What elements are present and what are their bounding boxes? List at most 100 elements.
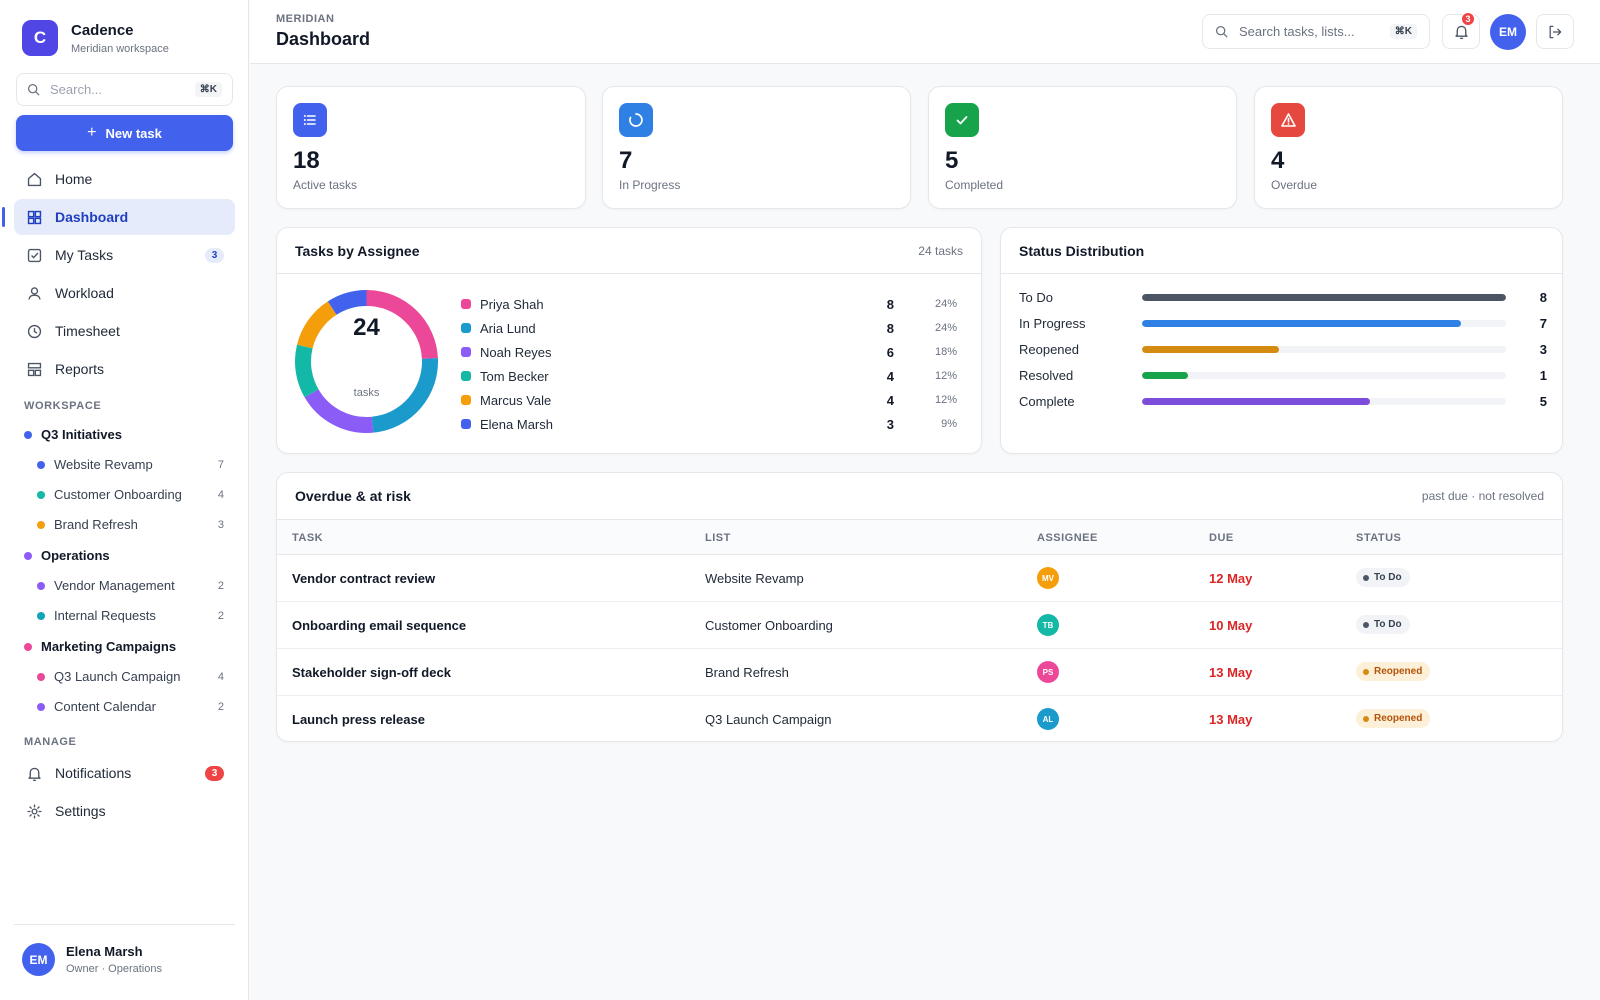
nav-item-dashboard[interactable]: Dashboard <box>2 199 235 235</box>
status-badge[interactable]: Reopened <box>1356 662 1431 681</box>
workspace-section-label: WORKSPACE <box>24 400 102 412</box>
workspace-group-q3-initiatives[interactable]: Q3 Initiatives <box>24 427 122 442</box>
status-badge[interactable]: To Do <box>1356 615 1410 634</box>
column-header-task[interactable]: TASK <box>292 532 324 544</box>
table-row[interactable]: Vendor contract review Website Revamp MV 12… <box>277 555 1562 602</box>
task-name[interactable]: Vendor contract review <box>292 571 436 586</box>
list-item-q3-launch-campaign[interactable]: Q3 Launch Campaign 4 <box>37 669 224 684</box>
legend-item[interactable]: Tom Becker 4 12% <box>461 366 957 386</box>
legend-item[interactable]: Aria Lund 8 24% <box>461 318 957 338</box>
status-bar-row: In Progress 7 <box>1019 313 1547 333</box>
nav-item-settings[interactable]: Settings <box>14 793 235 829</box>
list-item-internal-requests[interactable]: Internal Requests 2 <box>37 608 224 623</box>
donut-slice-noah-reyes[interactable] <box>304 388 374 433</box>
nav-item-notifications[interactable]: Notifications 3 <box>14 755 235 791</box>
list-item-customer-onboarding[interactable]: Customer Onboarding 4 <box>37 487 224 502</box>
legend-value: 4 <box>886 392 894 408</box>
status-bar-fill <box>1142 345 1279 353</box>
column-header-assignee[interactable]: ASSIGNEE <box>1037 532 1098 544</box>
legend-item[interactable]: Noah Reyes 6 18% <box>461 342 957 362</box>
nav-item-workload[interactable]: Workload <box>14 275 235 311</box>
status-badge[interactable]: Reopened <box>1356 709 1431 728</box>
nav-label: Settings <box>55 803 106 819</box>
logout-button[interactable] <box>1536 14 1574 49</box>
status-bar-track <box>1142 371 1506 379</box>
sidebar-search-input[interactable]: Search... ⌘K <box>16 73 233 106</box>
list-name[interactable]: Website Revamp <box>705 571 804 586</box>
search-icon <box>27 83 40 96</box>
table-header: TASK LIST ASSIGNEE DUE STATUS <box>277 519 1562 555</box>
current-user[interactable]: EM Elena Marsh Owner · Operations <box>22 943 162 976</box>
list-name[interactable]: Brand Refresh <box>705 665 789 680</box>
user-name: Elena Marsh <box>66 944 143 959</box>
new-task-label: New task <box>105 125 162 141</box>
list-item-vendor-management[interactable]: Vendor Management 2 <box>37 578 224 593</box>
legend-item[interactable]: Priya Shah 8 24% <box>461 294 957 314</box>
manage-section-label: MANAGE <box>24 736 77 748</box>
nav-item-timesheet[interactable]: Timesheet <box>14 313 235 349</box>
legend-swatch <box>461 395 471 405</box>
stat-card-overdue[interactable]: 4 Overdue <box>1254 86 1563 209</box>
workspace-group-marketing-campaigns[interactable]: Marketing Campaigns <box>24 639 176 654</box>
legend-item[interactable]: Marcus Vale 4 12% <box>461 390 957 410</box>
table-row[interactable]: Stakeholder sign-off deck Brand Refresh PS… <box>277 649 1562 696</box>
legend-label: Tom Becker <box>480 368 549 384</box>
donut-total: 24 <box>353 314 380 341</box>
new-task-button[interactable]: + New task <box>16 115 233 151</box>
legend-percent: 12% <box>934 394 957 406</box>
search-shortcut: ⌘K <box>1389 24 1417 39</box>
global-search-input[interactable]: Search tasks, lists... ⌘K <box>1202 14 1430 49</box>
workspace-name: Meridian workspace <box>71 42 169 55</box>
assignee-avatar[interactable]: MV <box>1037 567 1059 589</box>
donut-slice-marcus-vale[interactable] <box>297 301 337 349</box>
donut-slice-aria-lund[interactable] <box>371 358 438 433</box>
list-color-dot <box>37 672 45 681</box>
workspace-group-operations[interactable]: Operations <box>24 548 110 563</box>
nav-item-reports[interactable]: Reports <box>14 351 235 387</box>
stat-card-active-tasks[interactable]: 18 Active tasks <box>276 86 586 209</box>
list-item-website-revamp[interactable]: Website Revamp 7 <box>37 457 224 472</box>
user-avatar-button[interactable]: EM <box>1490 14 1526 50</box>
stat-card-completed[interactable]: 5 Completed <box>928 86 1237 209</box>
list-item-brand-refresh[interactable]: Brand Refresh 3 <box>37 517 224 532</box>
list-name[interactable]: Q3 Launch Campaign <box>705 712 832 727</box>
list-name[interactable]: Customer Onboarding <box>705 618 833 633</box>
legend-percent: 24% <box>934 322 957 334</box>
assignee-avatar[interactable]: PS <box>1037 661 1059 683</box>
assignee-donut-chart <box>295 290 438 433</box>
donut-slice-elena-marsh[interactable] <box>327 290 367 315</box>
task-name[interactable]: Stakeholder sign-off deck <box>292 665 451 680</box>
legend-value: 8 <box>886 296 894 312</box>
status-value: 8 <box>1539 289 1547 305</box>
donut-slice-priya-shah[interactable] <box>366 290 438 360</box>
sidebar: C Cadence Meridian workspace Search... ⌘… <box>0 0 249 1000</box>
nav-item-my-tasks[interactable]: My Tasks 3 <box>14 237 235 273</box>
assignee-avatar[interactable]: AL <box>1037 708 1059 730</box>
column-header-due[interactable]: DUE <box>1209 532 1234 544</box>
brand[interactable]: C Cadence Meridian workspace <box>22 20 169 56</box>
task-name[interactable]: Launch press release <box>292 712 425 727</box>
stat-value: 5 <box>945 147 959 174</box>
search-shortcut: ⌘K <box>194 82 222 97</box>
column-header-list[interactable]: LIST <box>705 532 731 544</box>
donut-slice-tom-becker[interactable] <box>295 344 319 398</box>
list-name: Internal Requests <box>54 608 156 623</box>
status-label: Reopened <box>1019 341 1079 357</box>
stat-card-in-progress[interactable]: 7 In Progress <box>602 86 911 209</box>
my-tasks-count-badge: 3 <box>205 247 224 263</box>
status-badge[interactable]: To Do <box>1356 568 1410 587</box>
table-row[interactable]: Onboarding email sequence Customer Onboar… <box>277 602 1562 649</box>
status-text: To Do <box>1374 619 1402 630</box>
assignee-avatar[interactable]: TB <box>1037 614 1059 636</box>
group-color-dot <box>24 430 32 439</box>
manage-nav: Notifications 3 Settings <box>14 755 235 831</box>
nav-item-home[interactable]: Home <box>14 161 235 197</box>
task-name[interactable]: Onboarding email sequence <box>292 618 467 633</box>
list-item-content-calendar[interactable]: Content Calendar 2 <box>37 699 224 714</box>
legend-item[interactable]: Elena Marsh 3 9% <box>461 414 957 434</box>
column-header-status[interactable]: STATUS <box>1356 532 1402 544</box>
table-row[interactable]: Launch press release Q3 Launch Campaign AL… <box>277 696 1562 743</box>
notifications-button[interactable]: 3 <box>1442 12 1480 49</box>
status-bar-track <box>1142 397 1506 405</box>
status-bar-row: Reopened 3 <box>1019 339 1547 359</box>
